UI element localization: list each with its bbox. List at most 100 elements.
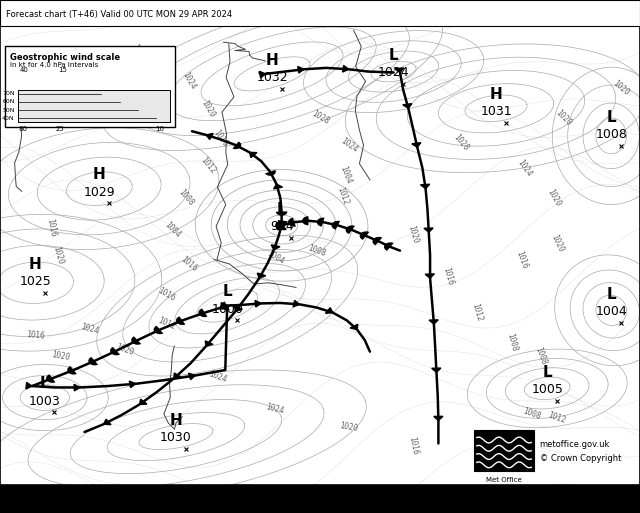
Text: 1012: 1012 <box>198 156 218 175</box>
Text: L: L <box>388 48 399 63</box>
Text: 1004: 1004 <box>595 305 627 318</box>
Polygon shape <box>360 231 369 240</box>
Text: 1020: 1020 <box>545 188 562 208</box>
Polygon shape <box>265 170 276 176</box>
Text: 25: 25 <box>55 126 64 132</box>
Text: 1028: 1028 <box>310 109 330 126</box>
Text: 1016: 1016 <box>441 266 455 286</box>
Text: H: H <box>29 257 42 272</box>
Polygon shape <box>129 381 136 388</box>
Text: 994: 994 <box>270 220 293 233</box>
Text: 1008: 1008 <box>521 406 541 421</box>
Text: 40N: 40N <box>2 115 15 121</box>
Polygon shape <box>429 320 438 324</box>
Text: in kt for 4.0 hPa intervals: in kt for 4.0 hPa intervals <box>10 63 99 68</box>
Text: 1004: 1004 <box>338 165 353 185</box>
Text: 1024: 1024 <box>516 158 534 178</box>
Text: 1024: 1024 <box>378 67 410 80</box>
Text: 1012: 1012 <box>547 411 567 426</box>
Text: 1016: 1016 <box>407 436 419 456</box>
Text: 80: 80 <box>19 126 28 132</box>
Text: 1029: 1029 <box>83 186 115 199</box>
Text: 1024: 1024 <box>79 322 100 336</box>
Text: 1024: 1024 <box>180 70 197 91</box>
Polygon shape <box>205 341 213 346</box>
Polygon shape <box>317 218 324 227</box>
Polygon shape <box>293 301 300 307</box>
Polygon shape <box>326 308 333 313</box>
Polygon shape <box>131 337 141 345</box>
Polygon shape <box>332 221 340 230</box>
Text: 1030: 1030 <box>160 431 192 444</box>
Polygon shape <box>110 347 120 356</box>
Polygon shape <box>26 382 32 389</box>
Polygon shape <box>67 366 77 374</box>
Text: 15: 15 <box>58 67 67 73</box>
Text: 1020: 1020 <box>611 78 631 97</box>
Text: 1003: 1003 <box>29 394 61 408</box>
Text: L: L <box>606 110 616 125</box>
Polygon shape <box>259 71 266 78</box>
Polygon shape <box>346 225 355 234</box>
Polygon shape <box>288 218 296 227</box>
Text: Geostrophic wind scale: Geostrophic wind scale <box>10 53 120 62</box>
Polygon shape <box>206 133 213 140</box>
Polygon shape <box>412 143 421 147</box>
Polygon shape <box>257 273 266 278</box>
Text: 1008: 1008 <box>533 346 548 366</box>
Polygon shape <box>278 221 287 225</box>
Text: 1020: 1020 <box>51 245 65 265</box>
Polygon shape <box>154 326 163 334</box>
Polygon shape <box>250 152 257 157</box>
Bar <box>18 90 170 122</box>
Text: 1016: 1016 <box>156 286 177 303</box>
Text: 60N: 60N <box>2 100 15 105</box>
Text: 1016: 1016 <box>514 250 529 270</box>
Polygon shape <box>372 237 382 245</box>
Text: 40: 40 <box>20 67 29 73</box>
Text: 1032: 1032 <box>256 71 288 84</box>
Text: L: L <box>606 287 616 302</box>
Polygon shape <box>350 324 358 329</box>
Polygon shape <box>384 242 394 251</box>
Text: 1020: 1020 <box>549 233 564 254</box>
Text: metoffice.gov.uk: metoffice.gov.uk <box>540 440 610 449</box>
Text: 1025: 1025 <box>19 275 51 288</box>
Text: 1024: 1024 <box>265 402 285 416</box>
Text: 1028: 1028 <box>451 133 470 153</box>
Polygon shape <box>88 357 98 365</box>
Text: 1028: 1028 <box>129 43 146 64</box>
Text: L: L <box>276 202 287 217</box>
Polygon shape <box>425 274 435 278</box>
Polygon shape <box>302 216 308 225</box>
Polygon shape <box>174 373 181 378</box>
Text: 1008: 1008 <box>505 332 519 352</box>
Polygon shape <box>255 301 261 307</box>
Polygon shape <box>271 245 280 250</box>
Polygon shape <box>395 68 404 72</box>
Polygon shape <box>298 67 304 73</box>
Polygon shape <box>176 317 186 325</box>
Text: L: L <box>542 365 552 380</box>
Text: 1004: 1004 <box>265 249 285 266</box>
Polygon shape <box>74 384 80 391</box>
Text: 1020: 1020 <box>51 350 70 362</box>
Text: 1020: 1020 <box>339 421 358 433</box>
Polygon shape <box>189 373 195 380</box>
Polygon shape <box>424 228 433 232</box>
Text: 1008: 1008 <box>595 128 627 142</box>
Polygon shape <box>342 66 349 72</box>
Text: 1024: 1024 <box>339 136 359 154</box>
Bar <box>5 46 175 127</box>
Text: H: H <box>266 53 278 68</box>
Text: L: L <box>40 376 50 391</box>
Text: 1020: 1020 <box>115 342 135 357</box>
Text: 1016: 1016 <box>26 330 45 341</box>
Polygon shape <box>275 221 284 230</box>
Text: 1008: 1008 <box>307 243 327 258</box>
Text: © Crown Copyright: © Crown Copyright <box>540 454 621 463</box>
Text: 1020: 1020 <box>200 98 216 119</box>
Text: 50N: 50N <box>2 108 15 112</box>
Text: 1012: 1012 <box>156 316 177 332</box>
Text: 1020: 1020 <box>406 225 420 245</box>
